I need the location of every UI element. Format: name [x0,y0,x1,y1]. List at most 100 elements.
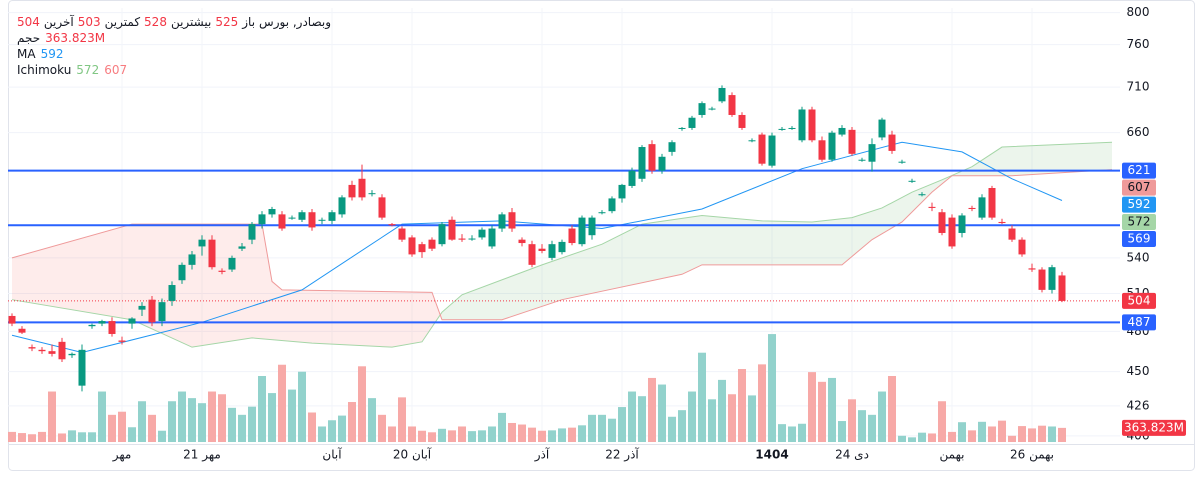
candle-body [68,353,76,356]
volume-bar [1038,425,1046,442]
volume-bar [98,391,106,442]
candle-body [38,349,46,352]
volume-bar [558,428,566,442]
volume-bar [1028,428,1036,442]
candle-body [1048,267,1056,290]
symbol: وبصادر, بورس [259,15,331,29]
candle-body [558,241,566,253]
ichimoku-cloud [762,220,812,265]
volume-label-box [1122,419,1186,436]
volume-bar [778,424,786,442]
x-tick-label: 20 آبان [393,447,432,462]
candle-body [138,305,146,310]
price-label: 621 [1128,163,1151,177]
candle-body [668,142,676,152]
candle-body [738,114,746,128]
ichimoku-cloud [852,211,872,257]
candle-body [1058,275,1066,301]
price-label: 572 [1128,214,1151,228]
x-tick-label: آبان [322,447,342,462]
candle-body [408,237,416,255]
candle-body [648,144,656,171]
y-tick-label: 800 [1127,5,1150,19]
candle-body [188,254,196,265]
ma-value: 592 [40,47,64,61]
candle-body [368,193,376,195]
candle-body [548,244,556,258]
volume-bar [1058,427,1066,442]
volume-bar [48,391,56,442]
candle-body [498,214,506,229]
volume-bar [758,364,766,442]
volume-bar [1048,426,1056,442]
volume-bar [68,430,76,442]
volume-bar [488,426,496,442]
candle-body [338,197,346,215]
candle-body [828,132,836,160]
volume-bar [538,430,546,442]
candle-body [518,239,526,244]
volume-bar [88,432,96,442]
volume-bar [1008,435,1016,442]
candle-body [418,244,426,253]
volume-bar [828,377,836,442]
ichimoku-cloud [282,289,312,344]
candle-body [778,128,786,130]
volume-bar [628,391,636,442]
price-label: 592 [1128,197,1151,211]
candle-body [308,212,316,228]
volume-bar [978,421,986,442]
candle-body [848,129,856,154]
volume-bar [318,426,326,442]
candle-body [8,315,16,324]
ichimoku-cloud [262,224,272,340]
volume-bar [548,430,556,442]
candle-body [988,187,996,218]
ichimoku-cloud [442,294,462,320]
volume-bar [608,418,616,442]
volume-bar [728,394,736,442]
candle-body [358,178,366,198]
candle-body [878,119,886,138]
volume-bar [698,352,706,442]
candle-body [928,206,936,208]
candle-body [118,340,126,342]
volume-bar [388,426,396,442]
volume-bar [268,393,276,442]
volume-bar [298,371,306,442]
ichimoku-cloud [602,224,642,292]
volume-bar [128,427,136,442]
volume-bar [118,411,126,442]
span-b-line [11,169,1113,321]
candle-body [978,197,986,218]
volume-bar [948,431,956,442]
candle-body [208,239,216,268]
volume-bar [958,422,966,442]
volume-bar [78,432,86,442]
candle-body [158,302,166,322]
candle-body [718,88,726,102]
candle-body [88,324,96,327]
volume-bar [218,394,226,442]
volume-bar [968,430,976,442]
volume-bar [808,372,816,442]
volume-bar [838,421,846,442]
candle-body [438,224,446,245]
ma-row: MA 592 [17,46,331,62]
open-value: 525 [215,15,239,29]
candle-body [798,109,806,141]
candle-body [398,228,406,240]
candle-body [578,217,586,245]
ichimoku-cloud [902,192,912,222]
x-tick-label: 1404 [755,448,788,462]
candle-body [908,180,916,182]
candle-body [388,224,396,226]
candle-body [228,257,236,270]
ma-label: MA [17,47,36,61]
x-tick-label: 26 بهمن [1010,448,1054,463]
price-label-box [1122,230,1156,247]
volume-bar [458,426,466,442]
volume-bar [338,415,346,442]
volume-bar [258,376,266,442]
